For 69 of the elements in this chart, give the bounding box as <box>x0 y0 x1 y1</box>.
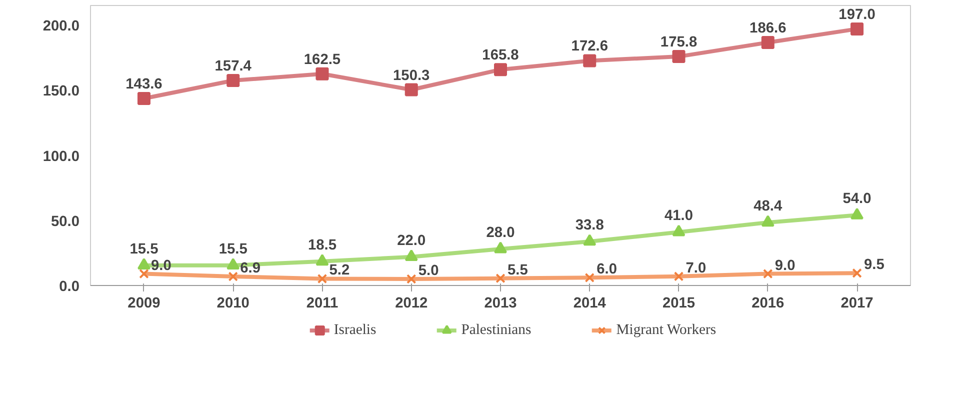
point <box>226 258 240 270</box>
data-label: 9.0 <box>774 258 796 274</box>
point <box>852 268 862 278</box>
data-label: 41.0 <box>664 208 694 224</box>
data-label: 5.0 <box>418 262 439 279</box>
point <box>228 272 238 282</box>
data-label: 157.4 <box>214 58 252 75</box>
legend-label: Migrant Workers <box>616 322 716 338</box>
data-label: 15.5 <box>218 241 248 258</box>
point <box>850 22 864 36</box>
y-tick-label: 200.0 <box>42 18 80 35</box>
point <box>672 50 686 64</box>
data-label: 33.8 <box>575 217 604 234</box>
point <box>674 271 684 282</box>
x-tick-label: 2014 <box>573 296 607 312</box>
point <box>583 54 596 68</box>
y-tick-label: 50.0 <box>50 214 80 230</box>
x-tick-label: 2009 <box>128 296 160 312</box>
x-tick-label: 2010 <box>216 296 250 312</box>
data-label: 5.5 <box>508 262 528 278</box>
y-tick-label: 100.0 <box>42 148 80 165</box>
x-tick-label: 2013 <box>484 296 517 312</box>
x-tick-label: 2011 <box>306 296 338 312</box>
point <box>406 274 416 284</box>
point <box>137 258 150 270</box>
legend-label: Palestinians <box>461 322 532 338</box>
point <box>404 83 418 96</box>
x-tick-label: 2017 <box>840 296 874 312</box>
point <box>761 36 774 49</box>
point <box>583 234 596 246</box>
x-tick-label: 2012 <box>395 296 428 312</box>
point <box>672 224 686 236</box>
data-label: 175.8 <box>660 34 698 51</box>
point <box>226 74 240 88</box>
data-label: 7.0 <box>686 260 706 276</box>
point <box>763 268 773 279</box>
data-label: 6.0 <box>596 262 618 278</box>
legend-label: Israelis <box>334 322 376 338</box>
point <box>850 208 864 220</box>
data-label: 9.5 <box>864 257 884 274</box>
data-label: 28.0 <box>486 225 515 242</box>
data-label: 150.3 <box>393 68 430 84</box>
data-label: 162.5 <box>304 52 341 68</box>
data-label: 172.6 <box>571 38 608 55</box>
data-label: 18.5 <box>308 237 337 254</box>
data-label: 22.0 <box>397 232 426 249</box>
data-label: 54.0 <box>842 191 872 208</box>
point <box>496 273 506 284</box>
y-tick-label: 150.0 <box>42 84 80 100</box>
data-label: 5.2 <box>329 262 350 279</box>
y-tick-label: 0.0 <box>59 279 80 295</box>
point <box>316 67 329 80</box>
point <box>316 254 329 266</box>
data-label: 15.5 <box>130 241 158 258</box>
point <box>404 250 418 262</box>
point <box>761 215 774 227</box>
point <box>584 272 595 283</box>
point <box>137 92 150 105</box>
data-label: 48.4 <box>754 198 784 214</box>
point <box>494 242 507 254</box>
data-label: 186.6 <box>750 20 786 36</box>
point <box>139 268 149 279</box>
data-label: 197.0 <box>838 6 876 23</box>
point <box>494 63 507 76</box>
point <box>317 274 328 284</box>
data-label: 165.8 <box>482 48 519 64</box>
x-tick-label: 2015 <box>662 296 696 312</box>
data-label: 143.6 <box>126 76 162 92</box>
x-tick-label: 2016 <box>752 296 784 312</box>
